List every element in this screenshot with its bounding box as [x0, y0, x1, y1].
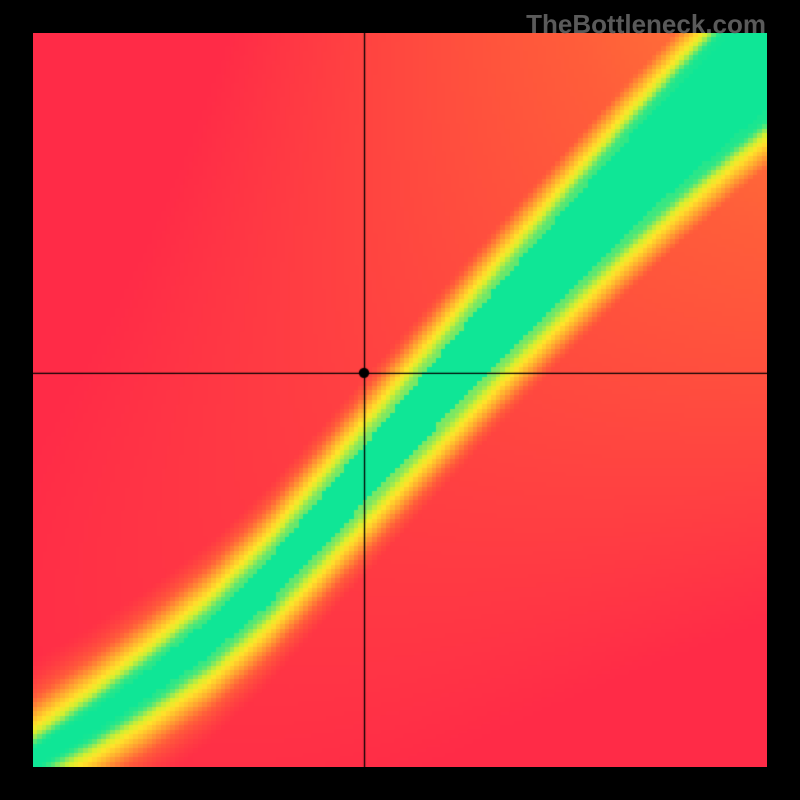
chart-container: TheBottleneck.com: [0, 0, 800, 800]
watermark-text: TheBottleneck.com: [526, 9, 766, 40]
heatmap-plot-area: [33, 33, 767, 767]
heatmap-canvas: [33, 33, 767, 767]
